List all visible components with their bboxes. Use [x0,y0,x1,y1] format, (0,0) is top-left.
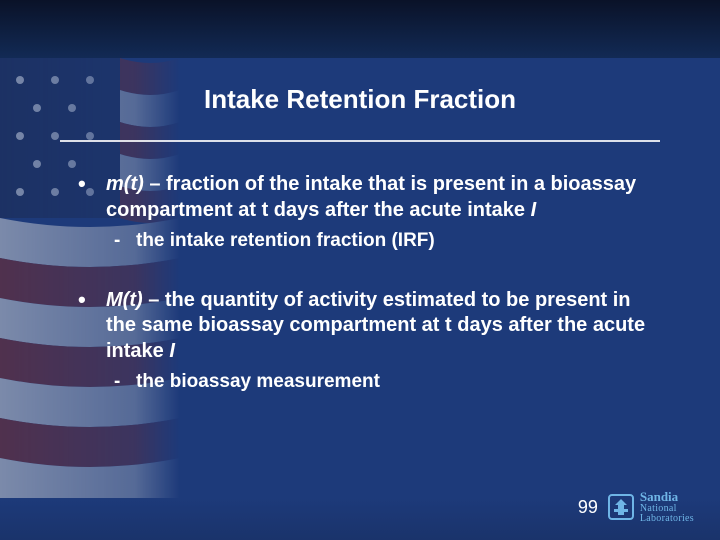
slide-title: Intake Retention Fraction [0,84,720,115]
footer: 99 Sandia National Laboratories [578,490,694,524]
sep-1: – [144,173,166,195]
subbullet-1: - the intake retention fraction (IRF) [114,229,660,253]
bullet-dot: • [78,288,106,365]
subbullet-1-text: the intake retention fraction (IRF) [136,229,660,253]
bullet-2-text: M(t) – the quantity of activity estimate… [106,288,660,365]
subbullet-2-text: the bioassay measurement [136,370,660,394]
def-2: the quantity of activity estimated to be… [106,289,645,362]
title-row: Intake Retention Fraction [0,84,720,115]
subbullet-dash: - [114,229,136,253]
sep-2: – [143,289,165,311]
page-number: 99 [578,497,598,518]
bullet-dot: • [78,172,106,223]
bullet-1: • m(t) – fraction of the intake that is … [78,172,660,223]
logo-line-1: Sandia [640,490,694,503]
content-layer: Intake Retention Fraction • m(t) – fract… [0,0,720,540]
sandia-logo: Sandia National Laboratories [608,490,694,524]
spacer [78,276,660,288]
logo-line-3: Laboratories [640,514,694,524]
term-big-m: M(t) [106,289,143,311]
def-2-tail: I [169,340,175,362]
body-text: • m(t) – fraction of the intake that is … [78,172,660,417]
slide-root: Intake Retention Fraction • m(t) – fract… [0,0,720,540]
bullet-1-text: m(t) – fraction of the intake that is pr… [106,172,660,223]
subbullet-2: - the bioassay measurement [114,370,660,394]
title-divider [60,140,660,142]
thunderbird-icon [608,494,634,520]
bullet-2: • M(t) – the quantity of activity estima… [78,288,660,365]
def-1-tail: I [531,199,537,221]
subbullet-dash: - [114,370,136,394]
logo-text: Sandia National Laboratories [640,490,694,524]
term-m: m(t) [106,173,144,195]
def-1: fraction of the intake that is present i… [106,173,636,221]
